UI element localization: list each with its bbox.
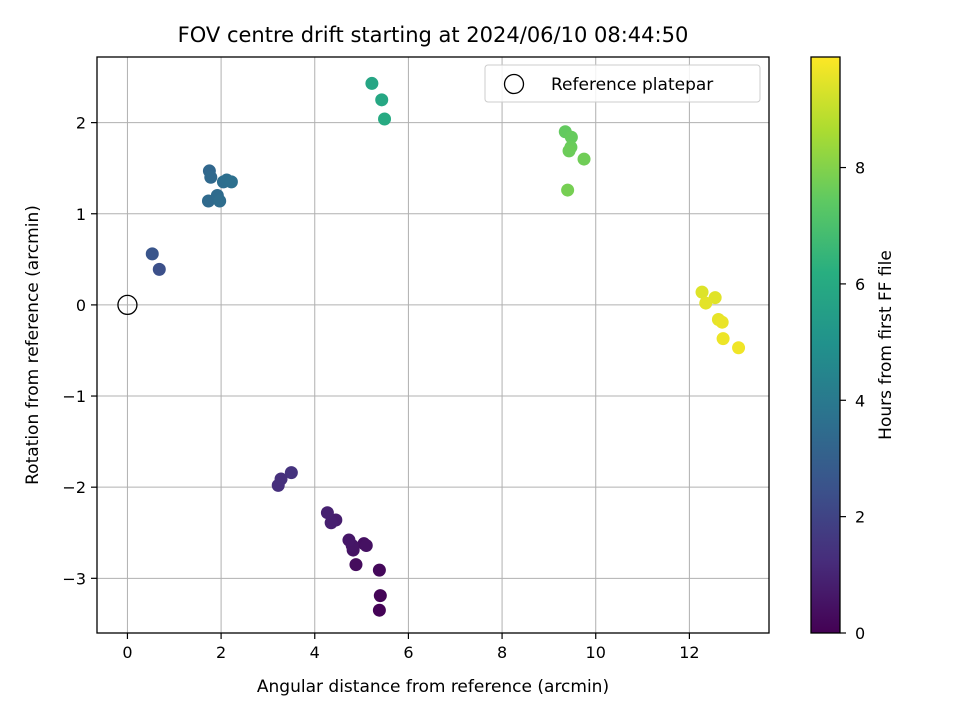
legend-marker-reference [503,73,525,95]
data-point [145,247,159,261]
colorbar-ticks: 0 2 4 6 8 [840,159,865,643]
data-point [213,194,227,208]
y-axis-label: Rotation from reference (arcmin) [23,205,43,485]
x-tick-label: 8 [497,643,507,662]
colorbar-tick-label: 0 [855,624,865,643]
data-point [732,341,746,355]
x-axis-label: Angular distance from reference (arcmin) [257,677,609,697]
y-axis-ticks: −3 −2 −1 0 1 2 [62,114,97,588]
data-point [562,144,576,158]
y-tick-label: −2 [62,478,86,497]
colorbar-tick-label: 2 [855,508,865,527]
data-point [365,76,379,90]
x-tick-label: 2 [216,643,226,662]
grid [97,57,769,633]
data-point [372,603,386,617]
x-tick-label: 12 [679,643,699,662]
y-tick-label: 2 [76,114,86,133]
data-point [375,93,389,107]
x-tick-label: 0 [122,643,132,662]
data-point [699,296,713,310]
data-point [324,516,338,530]
data-point [564,130,578,144]
data-point [284,466,298,480]
y-tick-label: 0 [76,296,86,315]
colorbar-tick-label: 8 [855,159,865,178]
colorbar-label: Hours from first FF file [876,250,896,440]
data-points [117,76,746,617]
chart-title: FOV centre drift starting at 2024/06/10 … [178,23,689,47]
data-point [715,315,729,329]
legend-box [484,64,761,103]
data-point [561,183,575,197]
data-point [204,170,218,184]
x-tick-label: 4 [310,643,320,662]
colorbar-tick-label: 6 [855,275,865,294]
data-point [378,112,392,126]
data-point [708,291,722,305]
data-point [224,175,238,189]
y-tick-label: −1 [62,387,86,406]
data-point [373,589,387,603]
legend: Reference platepar [484,64,761,103]
data-point [716,332,730,346]
data-point [274,472,288,486]
colorbar-gradient [810,56,841,634]
data-point [320,506,334,520]
data-point [577,152,591,166]
colorbar-tick-label: 4 [855,391,865,410]
y-tick-label: 1 [76,205,86,224]
x-tick-label: 10 [586,643,606,662]
data-point [152,262,166,276]
reference-platepar-marker [117,294,138,316]
x-axis-ticks: 0 2 4 6 8 10 12 [122,633,700,662]
x-tick-label: 6 [403,643,413,662]
plot-frame [96,56,770,634]
data-point [359,539,373,553]
data-point [349,558,363,572]
data-point [695,285,709,299]
data-point [342,533,356,547]
legend-label-reference: Reference platepar [551,75,713,95]
y-tick-label: −3 [62,569,86,588]
data-point [372,563,386,577]
colorbar: 0 2 4 6 8 Hours from first FF file [810,56,896,643]
